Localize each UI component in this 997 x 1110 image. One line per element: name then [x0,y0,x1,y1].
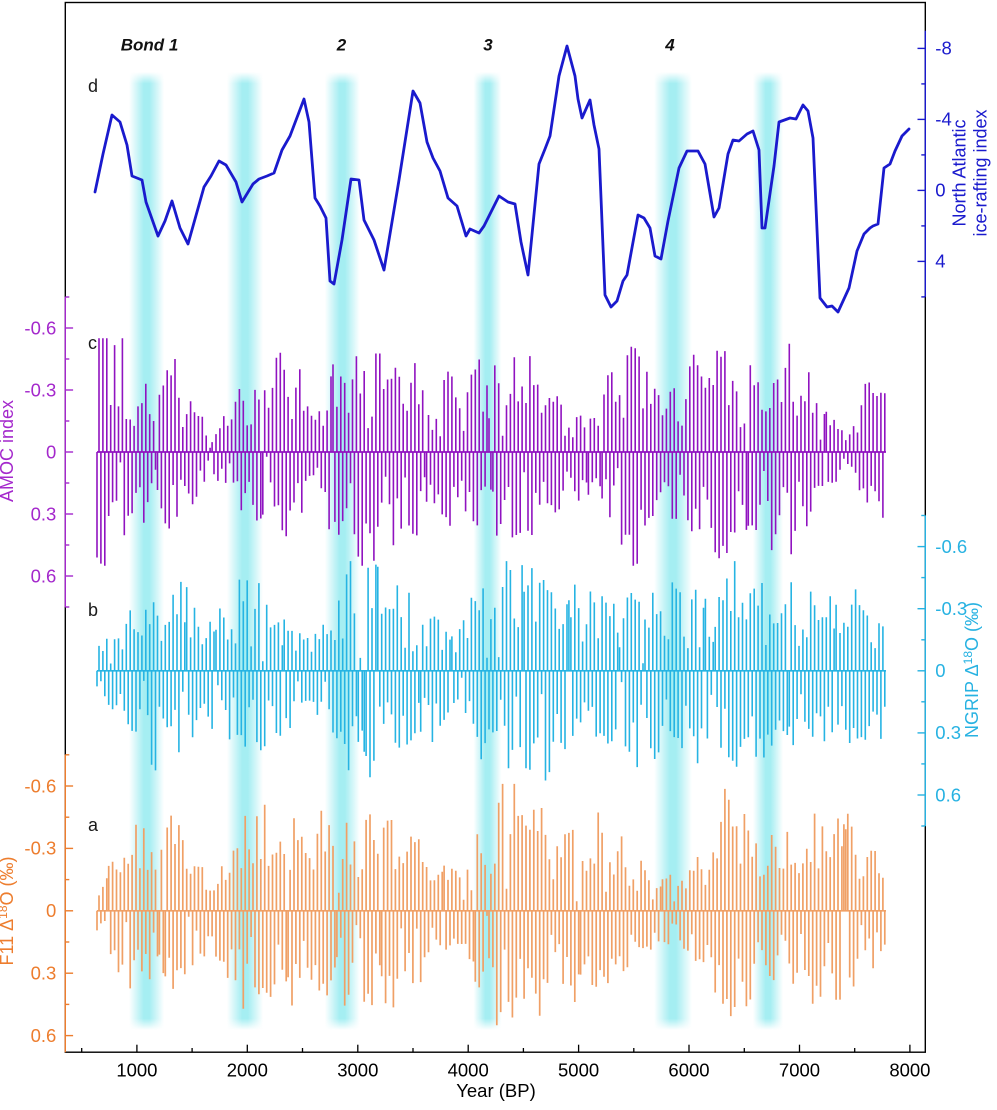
svg-text:-0.3: -0.3 [24,838,56,859]
svg-text:-0.6: -0.6 [24,317,56,338]
svg-text:a: a [88,815,99,835]
svg-text:AMOC index: AMOC index [0,400,17,502]
svg-text:c: c [88,333,97,353]
svg-text:0.6: 0.6 [31,565,57,586]
svg-text:0.3: 0.3 [935,722,961,743]
svg-text:5000: 5000 [558,1060,599,1081]
svg-text:0: 0 [935,660,945,681]
svg-text:0: 0 [46,441,56,462]
svg-text:3000: 3000 [337,1060,378,1081]
svg-text:0.3: 0.3 [31,503,57,524]
svg-text:3: 3 [483,36,493,55]
svg-text:8000: 8000 [889,1060,930,1081]
svg-text:NGRIP Δ18O (‰): NGRIP Δ18O (‰) [961,602,982,738]
svg-text:d: d [88,76,98,96]
svg-text:6000: 6000 [668,1060,709,1081]
svg-text:4: 4 [935,251,945,272]
svg-text:North Atlantic: North Atlantic [950,119,970,226]
svg-text:-8: -8 [935,38,951,59]
svg-text:ice-rafting index: ice-rafting index [971,109,991,236]
svg-text:-0.3: -0.3 [24,379,56,400]
svg-text:-0.6: -0.6 [935,536,967,557]
svg-text:0: 0 [46,900,56,921]
svg-text:F11 Δ18O (‰): F11 Δ18O (‰) [0,856,17,965]
svg-text:0.6: 0.6 [935,784,961,805]
svg-text:0: 0 [935,180,945,201]
svg-text:b: b [88,600,98,620]
svg-text:4000: 4000 [448,1060,489,1081]
svg-text:Year (BP): Year (BP) [456,1080,536,1101]
svg-text:4: 4 [664,36,675,55]
svg-text:-4: -4 [935,109,951,130]
svg-text:1000: 1000 [116,1060,157,1081]
svg-text:-0.6: -0.6 [24,775,56,796]
svg-text:2000: 2000 [227,1060,268,1081]
svg-text:-0.3: -0.3 [935,598,967,619]
svg-text:Bond 1: Bond 1 [121,36,179,55]
svg-text:0.6: 0.6 [31,1025,57,1046]
svg-text:0.3: 0.3 [31,963,57,984]
svg-text:7000: 7000 [779,1060,820,1081]
svg-text:2: 2 [336,36,347,55]
